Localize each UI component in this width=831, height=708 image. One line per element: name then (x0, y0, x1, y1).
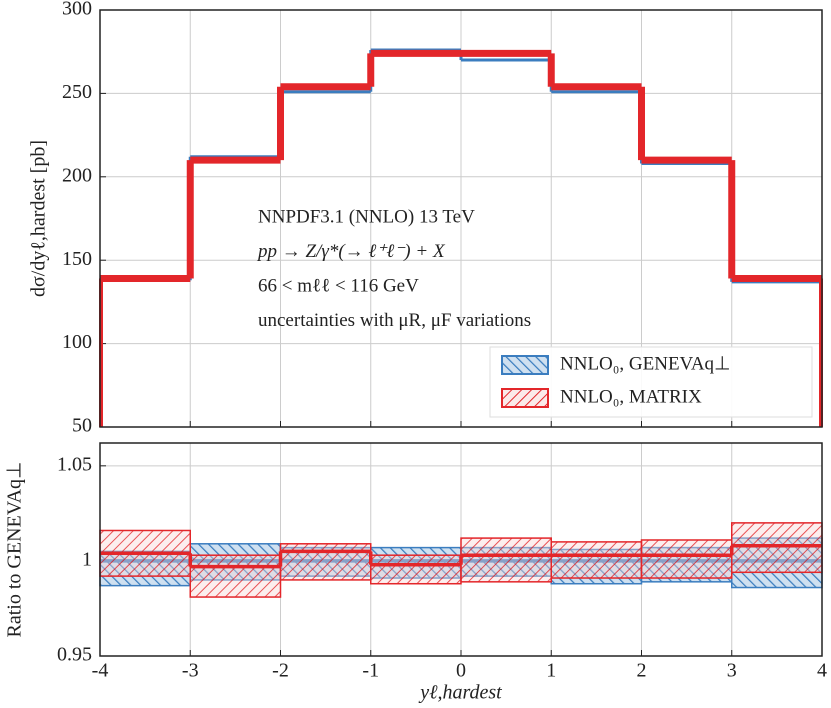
x-tick-label: 4 (817, 660, 827, 682)
uncertainty-band (731, 522, 823, 574)
uncertainty-band (279, 543, 372, 581)
y-axis-label: dσ/dyℓ,hardest [pb] (28, 140, 50, 297)
x-tick-label: 0 (456, 660, 466, 682)
y-tick-label: 1.05 (57, 453, 92, 475)
x-tick-label: -2 (272, 660, 289, 682)
x-tick-label: 2 (637, 660, 647, 682)
y-tick-label: 100 (62, 331, 92, 353)
x-tick-label: -1 (362, 660, 379, 682)
uncertainty-band (460, 537, 552, 583)
x-tick-label: -3 (182, 660, 199, 682)
y-axis-label: Ratio to GENEVAq⊥ (4, 462, 26, 638)
plot-frame (99, 9, 823, 428)
y-tick-label: 300 (62, 0, 92, 20)
x-tick-label: 1 (546, 660, 556, 682)
annotation: NNPDF3.1 (NNLO) 13 TeV (258, 206, 475, 227)
y-tick-label: 250 (62, 81, 92, 103)
uncertainty-band (640, 539, 733, 579)
uncertainty-band (370, 554, 462, 585)
x-axis-label: yℓ,hardest (418, 682, 502, 704)
annotation: pp → Z/γ*(→ ℓ⁺ℓ⁻) + X (256, 241, 446, 262)
y-tick-label: 0.95 (57, 644, 92, 666)
uncertainty-band (189, 554, 282, 598)
plot-frame (99, 442, 823, 657)
legend-label: NNLO₀, MATRIX (560, 386, 702, 407)
annotation: uncertainties with μR, μF variations (258, 310, 531, 331)
x-tick-label: -4 (92, 660, 109, 682)
plot-area (99, 522, 823, 598)
uncertainty-band (550, 541, 643, 579)
x-tick-label: 3 (727, 660, 737, 682)
y-tick-label: 200 (62, 164, 92, 186)
y-tick-label: 50 (72, 415, 92, 437)
annotation: 66 < mℓℓ < 116 GeV (258, 275, 419, 296)
legend-swatch (501, 355, 549, 375)
plot-area (99, 48, 823, 427)
legend-swatch (501, 388, 549, 408)
legend-label: NNLO₀, GENEVAq⊥ (560, 353, 731, 374)
y-tick-label: 1 (82, 549, 92, 571)
y-tick-label: 150 (62, 248, 92, 270)
